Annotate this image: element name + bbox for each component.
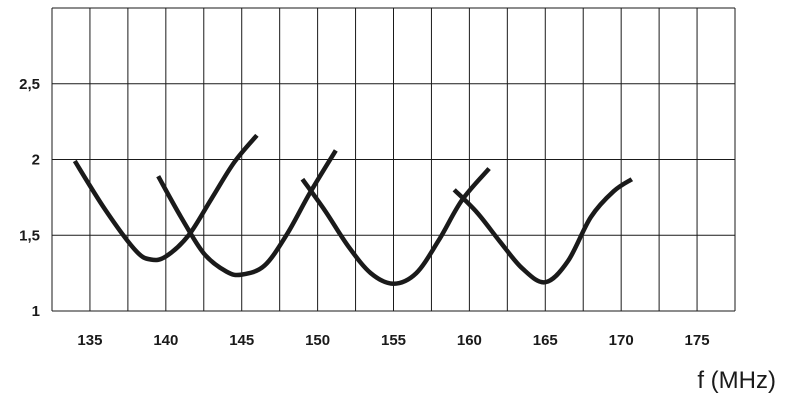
y-tick-label: 1,5 (19, 227, 40, 244)
x-tick-label: 155 (381, 332, 406, 349)
x-tick-label: 150 (305, 332, 330, 349)
series-line-4 (452, 177, 634, 285)
grid (51, 7, 736, 311)
x-tick-label: 145 (229, 332, 254, 349)
x-tick-labels: 135 140 145 150 155 160 165 170 175 (77, 332, 709, 349)
series-line-2 (156, 149, 338, 278)
series-line-1 (72, 133, 259, 263)
x-axis-title: f (MHz) (697, 367, 776, 394)
y-tick-label: 2 (32, 152, 40, 169)
series-line-3 (300, 167, 491, 286)
x-tick-label: 175 (685, 332, 710, 349)
x-tick-label: 135 (77, 332, 102, 349)
y-tick-label: 2,5 (19, 76, 40, 93)
x-tick-label: 165 (533, 332, 558, 349)
y-tick-label: 1 (32, 303, 40, 320)
y-tick-labels: 1 1,5 2 2,5 (19, 76, 40, 320)
series-group (72, 133, 634, 286)
x-tick-label: 140 (153, 332, 178, 349)
x-tick-label: 170 (609, 332, 634, 349)
x-tick-label: 160 (457, 332, 482, 349)
